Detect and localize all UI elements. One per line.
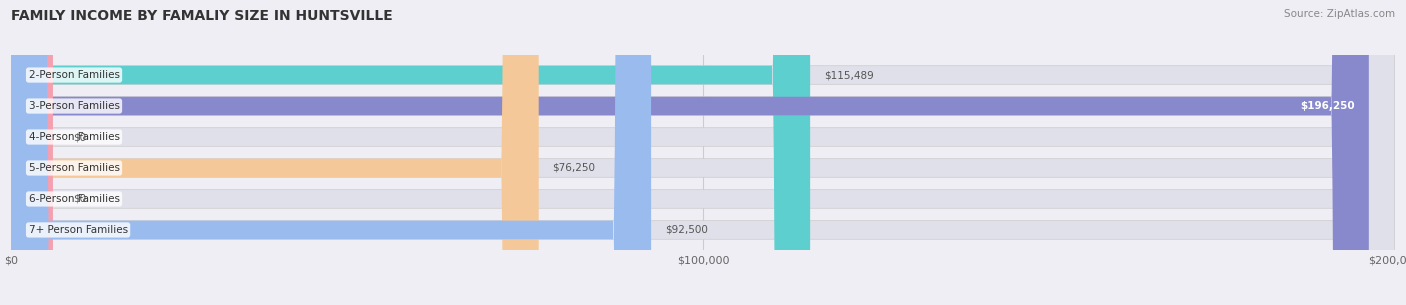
FancyBboxPatch shape — [11, 0, 1395, 305]
Text: $0: $0 — [73, 194, 87, 204]
Text: $92,500: $92,500 — [665, 225, 707, 235]
FancyBboxPatch shape — [11, 0, 1369, 305]
Text: 3-Person Families: 3-Person Families — [28, 101, 120, 111]
FancyBboxPatch shape — [11, 0, 53, 305]
Text: 5-Person Families: 5-Person Families — [28, 163, 120, 173]
FancyBboxPatch shape — [11, 0, 538, 305]
FancyBboxPatch shape — [11, 0, 651, 305]
FancyBboxPatch shape — [11, 0, 1395, 305]
Text: 2-Person Families: 2-Person Families — [28, 70, 120, 80]
Text: $196,250: $196,250 — [1301, 101, 1355, 111]
Text: FAMILY INCOME BY FAMALIY SIZE IN HUNTSVILLE: FAMILY INCOME BY FAMALIY SIZE IN HUNTSVI… — [11, 9, 394, 23]
FancyBboxPatch shape — [11, 0, 53, 305]
Text: Source: ZipAtlas.com: Source: ZipAtlas.com — [1284, 9, 1395, 19]
Text: 7+ Person Families: 7+ Person Families — [28, 225, 128, 235]
Text: $115,489: $115,489 — [824, 70, 873, 80]
Text: 4-Person Families: 4-Person Families — [28, 132, 120, 142]
Text: $0: $0 — [73, 132, 87, 142]
Text: $76,250: $76,250 — [553, 163, 596, 173]
FancyBboxPatch shape — [11, 0, 1395, 305]
FancyBboxPatch shape — [11, 0, 1395, 305]
FancyBboxPatch shape — [11, 0, 1395, 305]
Text: 6-Person Families: 6-Person Families — [28, 194, 120, 204]
FancyBboxPatch shape — [11, 0, 810, 305]
FancyBboxPatch shape — [11, 0, 1395, 305]
